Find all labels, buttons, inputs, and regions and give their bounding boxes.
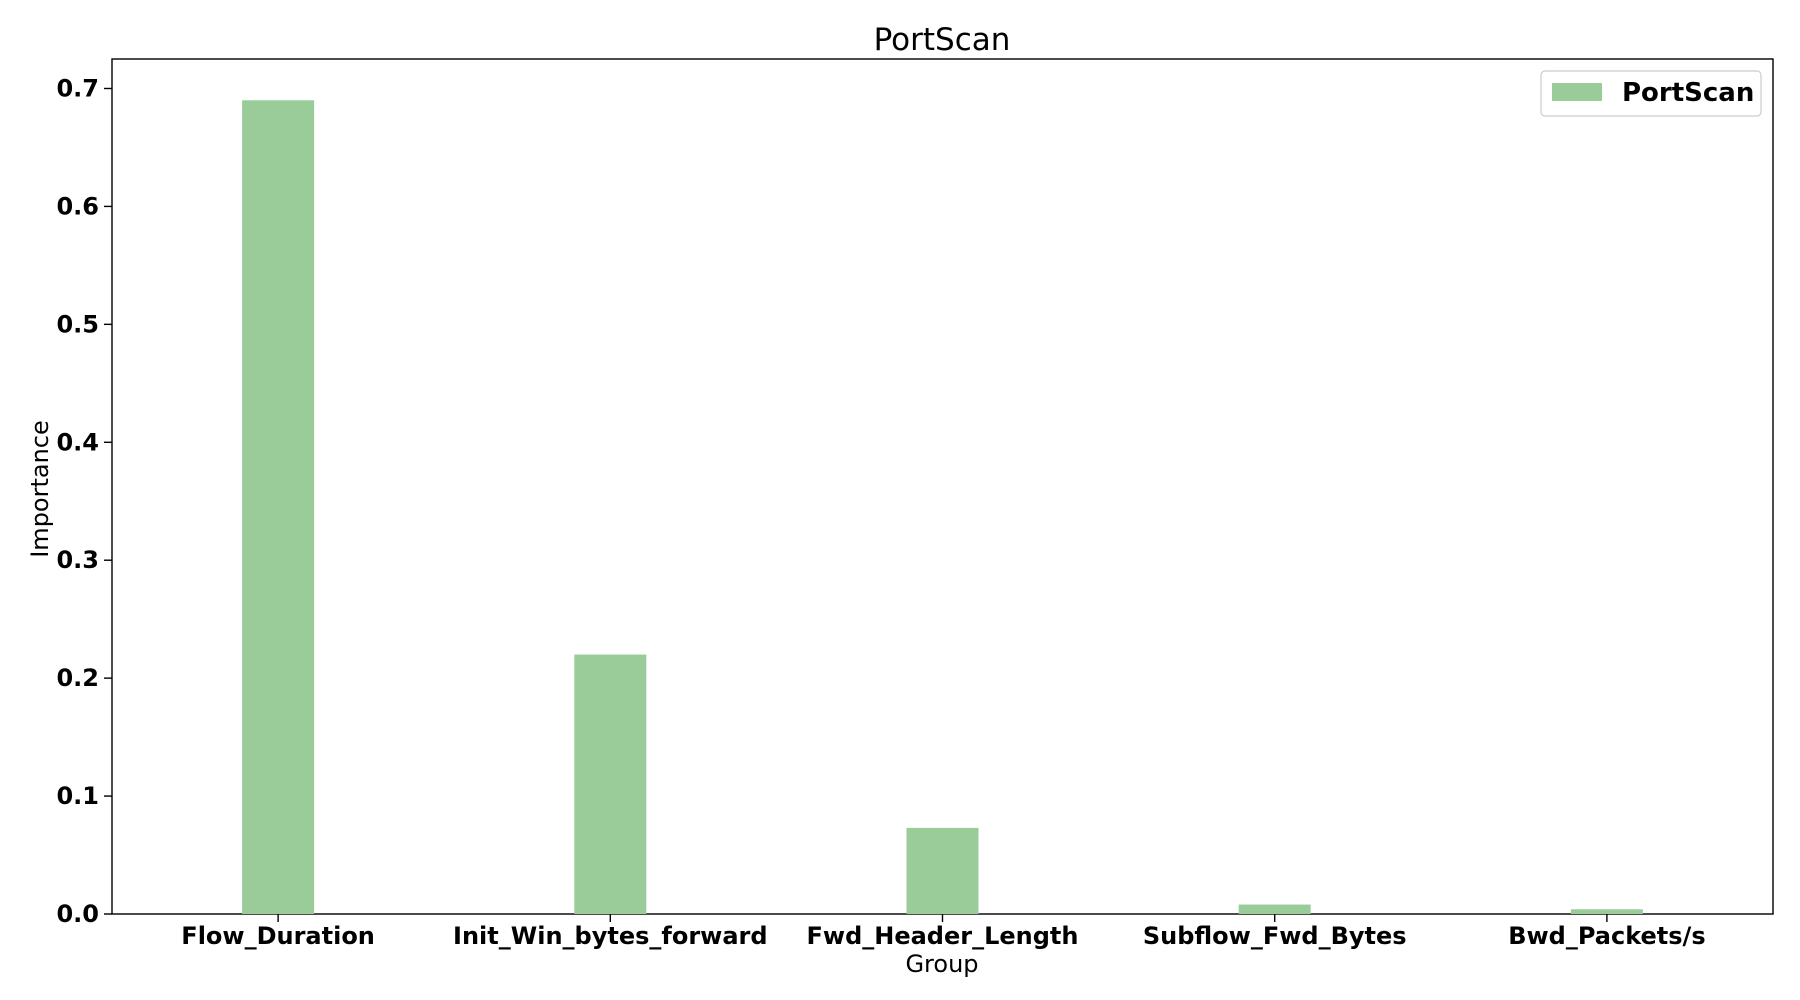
x-axis: Flow_Duration Init_Win_bytes_forward Fwd_H… (181, 914, 1706, 950)
y-tick-label: 0.1 (56, 782, 99, 810)
y-tick-label: 0.5 (56, 310, 99, 338)
x-tick-label: Init_Win_bytes_forward (453, 922, 768, 950)
x-tick-label: Bwd_Packets/s (1508, 922, 1705, 950)
y-axis-label: Importance (26, 420, 54, 558)
y-tick-label: 0.0 (56, 900, 99, 928)
legend: PortScan (1540, 70, 1762, 117)
x-tick-label: Flow_Duration (181, 922, 375, 950)
x-tick-label: Subflow_Fwd_Bytes (1143, 922, 1407, 950)
chart-title: PortScan (874, 22, 1011, 58)
legend-label: PortScan (1622, 78, 1754, 108)
y-tick-label: 0.6 (56, 192, 99, 220)
x-axis-label: Group (905, 950, 978, 978)
legend-frame (1540, 70, 1762, 117)
bar-flow-duration (242, 100, 315, 914)
y-tick-label: 0.4 (56, 428, 99, 456)
plot-area-frame (111, 58, 1774, 915)
y-tick-label: 0.3 (56, 546, 99, 574)
bars-group (242, 100, 1643, 914)
y-axis: 0.0 0.1 0.2 0.3 0.4 0.5 0.6 0.7 (56, 74, 112, 928)
legend-swatch (1552, 83, 1602, 101)
y-tick-label: 0.7 (56, 74, 99, 102)
y-tick-label: 0.2 (56, 664, 99, 692)
bar-bwd-packets-s (1570, 909, 1643, 914)
bar-fwd-header-length (906, 827, 979, 914)
bar-subflow-fwd-bytes (1238, 904, 1311, 914)
bar-init-win-bytes-forward (574, 654, 647, 914)
x-tick-label: Fwd_Header_Length (807, 922, 1079, 950)
